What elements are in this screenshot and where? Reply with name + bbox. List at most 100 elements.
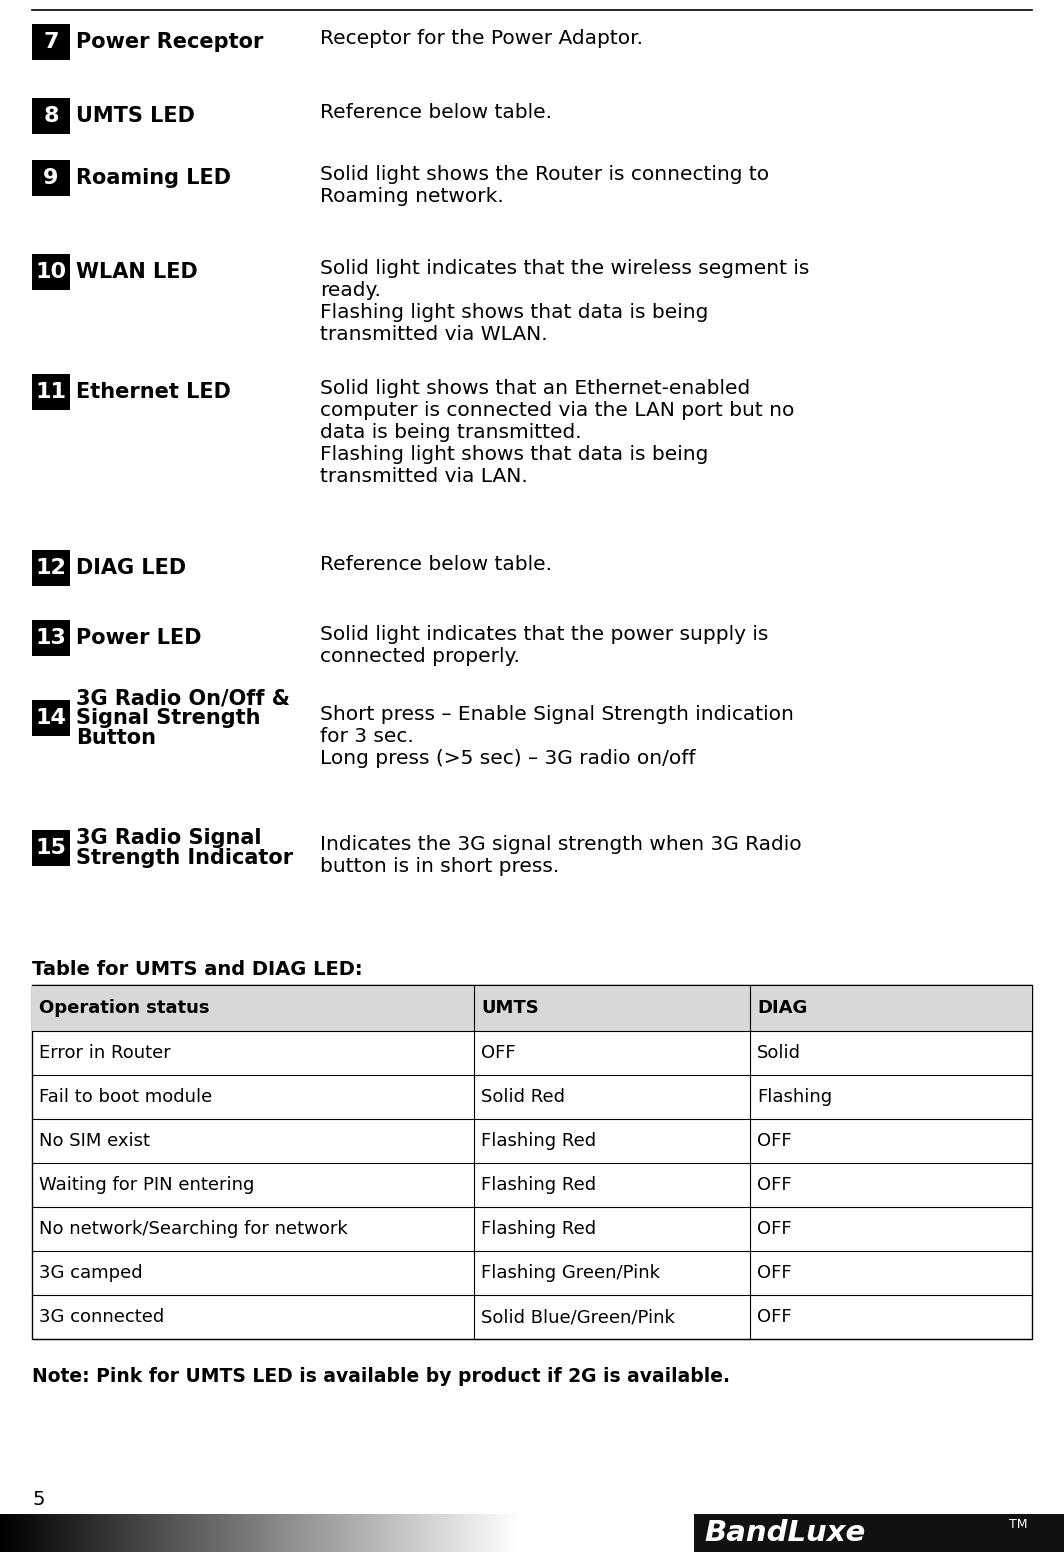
Text: transmitted via WLAN.: transmitted via WLAN. <box>320 326 548 345</box>
Bar <box>243 1515 246 1552</box>
Text: 10: 10 <box>35 262 67 282</box>
Bar <box>33 1515 36 1552</box>
Bar <box>239 1515 242 1552</box>
Bar <box>196 1515 199 1552</box>
Bar <box>12 1515 15 1552</box>
Bar <box>3 1515 6 1552</box>
Bar <box>276 1515 279 1552</box>
Bar <box>358 1515 360 1552</box>
Bar <box>414 1515 417 1552</box>
Bar <box>52 1515 54 1552</box>
Bar <box>463 1515 466 1552</box>
Bar <box>449 1515 451 1552</box>
Text: 3G Radio Signal: 3G Radio Signal <box>76 829 262 847</box>
Bar <box>217 1515 219 1552</box>
Bar <box>297 1515 299 1552</box>
Text: Table for UMTS and DIAG LED:: Table for UMTS and DIAG LED: <box>32 961 363 979</box>
Bar <box>484 1515 486 1552</box>
Text: Short press – Enable Signal Strength indication: Short press – Enable Signal Strength ind… <box>320 706 794 725</box>
Bar <box>394 1515 396 1552</box>
Bar <box>236 1515 238 1552</box>
Bar <box>176 1515 178 1552</box>
Text: UMTS LED: UMTS LED <box>76 106 195 126</box>
Bar <box>229 1515 232 1552</box>
Bar <box>32 374 70 410</box>
Bar <box>132 1515 134 1552</box>
Bar <box>24 1515 27 1552</box>
Bar <box>220 1515 222 1552</box>
Bar <box>461 1515 464 1552</box>
Bar <box>96 1515 98 1552</box>
Bar <box>177 1515 180 1552</box>
Bar <box>198 1515 200 1552</box>
Bar <box>361 1515 363 1552</box>
Bar <box>204 1515 207 1552</box>
Bar <box>336 1515 339 1552</box>
Bar <box>272 1515 275 1552</box>
Bar <box>254 1515 257 1552</box>
Bar <box>0 1515 3 1552</box>
Bar <box>305 1515 307 1552</box>
Bar <box>408 1515 410 1552</box>
Bar <box>506 1515 509 1552</box>
Bar <box>78 1515 81 1552</box>
Bar <box>284 1515 287 1552</box>
Text: Solid Red: Solid Red <box>481 1088 565 1107</box>
Bar <box>143 1515 145 1552</box>
Bar <box>311 1515 313 1552</box>
Bar <box>287 1515 290 1552</box>
Bar <box>444 1515 447 1552</box>
Text: Reference below table.: Reference below table. <box>320 556 552 574</box>
Bar <box>501 1515 503 1552</box>
Bar <box>430 1515 433 1552</box>
Text: Roaming network.: Roaming network. <box>320 188 503 206</box>
Bar <box>99 1515 101 1552</box>
Bar <box>367 1515 370 1552</box>
Bar <box>264 1515 266 1552</box>
Text: OFF: OFF <box>757 1220 792 1238</box>
Bar <box>298 1515 301 1552</box>
Text: TM: TM <box>1009 1518 1028 1532</box>
Bar <box>137 1515 139 1552</box>
Bar <box>352 1515 354 1552</box>
Bar <box>17 1515 20 1552</box>
Bar <box>38 1515 40 1552</box>
Bar <box>133 1515 136 1552</box>
Bar <box>413 1515 415 1552</box>
Bar <box>440 1515 443 1552</box>
Bar <box>262 1515 265 1552</box>
Bar <box>404 1515 406 1552</box>
Bar <box>135 1515 138 1552</box>
Bar <box>47 1515 50 1552</box>
Text: WLAN LED: WLAN LED <box>76 262 198 282</box>
Bar <box>68 1515 70 1552</box>
Bar <box>32 830 70 866</box>
Bar <box>110 1515 112 1552</box>
Bar <box>129 1515 131 1552</box>
Bar <box>381 1515 384 1552</box>
Bar <box>383 1515 386 1552</box>
Bar <box>372 1515 376 1552</box>
Bar <box>364 1515 367 1552</box>
Bar <box>213 1515 216 1552</box>
Bar <box>405 1515 409 1552</box>
Bar <box>278 1515 280 1552</box>
Bar <box>301 1515 304 1552</box>
Bar <box>314 1515 316 1552</box>
Bar <box>362 1515 365 1552</box>
Bar <box>465 1515 467 1552</box>
Bar <box>419 1515 422 1552</box>
Bar <box>232 1515 235 1552</box>
Bar <box>127 1515 129 1552</box>
Bar <box>289 1515 293 1552</box>
Bar <box>319 1515 321 1552</box>
Bar <box>293 1515 296 1552</box>
Bar <box>85 1515 87 1552</box>
Bar <box>485 1515 488 1552</box>
Bar <box>22 1515 26 1552</box>
Text: OFF: OFF <box>757 1176 792 1193</box>
Bar <box>520 1515 704 1552</box>
Bar <box>468 1515 470 1552</box>
Bar <box>80 1515 83 1552</box>
Bar <box>44 1515 46 1552</box>
